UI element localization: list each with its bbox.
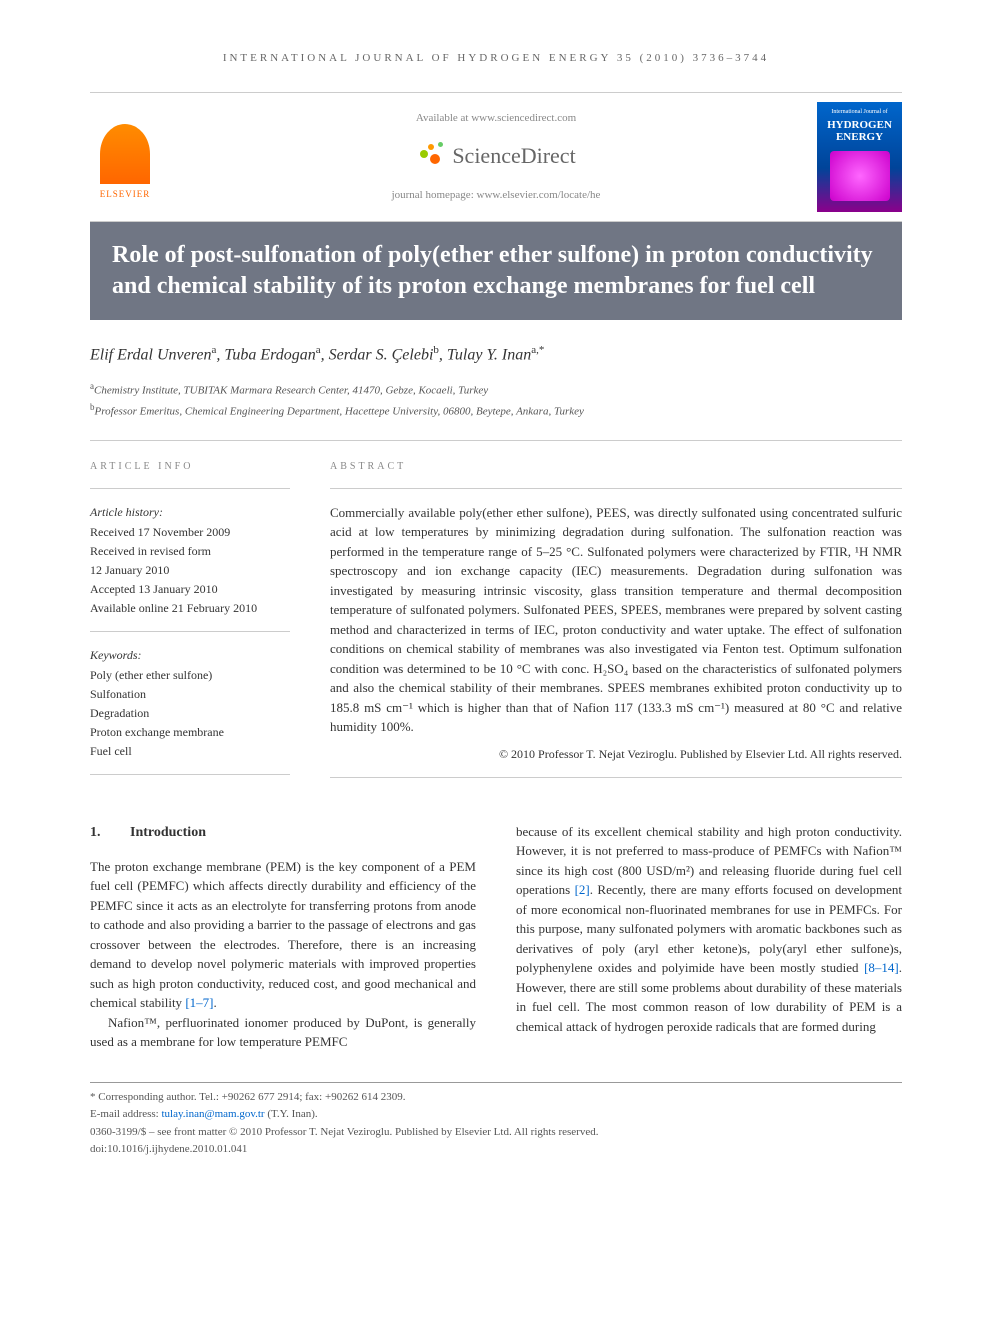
intro-para-3: because of its excellent chemical stabil… (516, 822, 902, 1037)
author-1-affil: a (211, 344, 216, 356)
abstract-divider (330, 488, 902, 489)
sciencedirect-text: ScienceDirect (452, 139, 575, 172)
sciencedirect-logo: ScienceDirect (90, 139, 902, 172)
info-divider-2 (90, 631, 290, 632)
cover-title-1: HYDROGEN (827, 119, 892, 131)
author-2: Tuba Erdogan (224, 346, 315, 363)
cover-label: International Journal of (831, 108, 887, 117)
author-4: Tulay Y. Inan (447, 346, 531, 363)
section-1-heading: 1.Introduction (90, 822, 476, 843)
journal-cover-thumbnail: International Journal of HYDROGEN ENERGY (817, 102, 902, 212)
affiliation-a: aChemistry Institute, TUBITAK Marmara Re… (90, 379, 902, 400)
info-divider-3 (90, 774, 290, 775)
body-column-right: because of its excellent chemical stabil… (516, 822, 902, 1052)
article-title-block: Role of post-sulfonation of poly(ether e… (90, 222, 902, 320)
history-label: Article history: (90, 503, 290, 521)
elsevier-label: ELSEVIER (100, 188, 151, 202)
section-1-title: Introduction (130, 825, 206, 840)
article-title: Role of post-sulfonation of poly(ether e… (112, 240, 880, 302)
abstract-text: Commercially available poly(ether ether … (330, 503, 902, 737)
ref-link-2[interactable]: [2] (575, 882, 590, 897)
section-1-num: 1. (90, 822, 130, 843)
body-columns: 1.Introduction The proton exchange membr… (90, 822, 902, 1052)
email-line: E-mail address: tulay.inan@mam.gov.tr (T… (90, 1106, 902, 1123)
ref-link-8-14[interactable]: [8–14] (864, 960, 899, 975)
cover-image (830, 151, 890, 201)
footnotes: * Corresponding author. Tel.: +90262 677… (90, 1089, 902, 1158)
abstract-column: ABSTRACT Commercially available poly(eth… (330, 459, 902, 792)
article-info-column: ARTICLE INFO Article history: Received 1… (90, 459, 290, 792)
revised-date: 12 January 2010 (90, 561, 290, 579)
intro-para-1: The proton exchange membrane (PEM) is th… (90, 857, 476, 1013)
keyword-5: Fuel cell (90, 742, 290, 760)
email-link[interactable]: tulay.inan@mam.gov.tr (161, 1108, 264, 1120)
abstract-copyright: © 2010 Professor T. Nejat Veziroglu. Pub… (330, 745, 902, 763)
keyword-4: Proton exchange membrane (90, 723, 290, 741)
corresponding-author: * Corresponding author. Tel.: +90262 677… (90, 1089, 902, 1106)
publisher-banner: ELSEVIER Available at www.sciencedirect.… (90, 92, 902, 222)
abstract-divider-2 (330, 777, 902, 778)
keyword-2: Sulfonation (90, 685, 290, 703)
cover-title-2: ENERGY (836, 131, 883, 143)
info-divider (90, 488, 290, 489)
journal-homepage-text: journal homepage: www.elsevier.com/locat… (90, 187, 902, 204)
author-3-affil: b (433, 344, 439, 356)
accepted-date: Accepted 13 January 2010 (90, 580, 290, 598)
footnote-divider (90, 1082, 902, 1083)
doi-line: doi:10.1016/j.ijhydene.2010.01.041 (90, 1141, 902, 1158)
author-2-affil: a (316, 344, 321, 356)
abstract-heading: ABSTRACT (330, 459, 902, 474)
issn-line: 0360-3199/$ – see front matter © 2010 Pr… (90, 1124, 902, 1141)
article-info-heading: ARTICLE INFO (90, 459, 290, 474)
keyword-1: Poly (ether ether sulfone) (90, 666, 290, 684)
running-head: INTERNATIONAL JOURNAL OF HYDROGEN ENERGY… (90, 50, 902, 67)
author-1: Elif Erdal Unveren (90, 346, 211, 363)
sciencedirect-icon (416, 140, 446, 170)
elsevier-logo: ELSEVIER (90, 112, 160, 202)
revised-label: Received in revised form (90, 542, 290, 560)
affiliation-b: bProfessor Emeritus, Chemical Engineerin… (90, 400, 902, 421)
available-at-text: Available at www.sciencedirect.com (90, 110, 902, 127)
author-3: Serdar S. Çelebi (329, 346, 434, 363)
authors-list: Elif Erdal Unverena, Tuba Erdogana, Serd… (90, 342, 902, 367)
online-date: Available online 21 February 2010 (90, 599, 290, 617)
intro-para-2: Nafion™, perfluorinated ionomer produced… (90, 1013, 476, 1052)
affiliations: aChemistry Institute, TUBITAK Marmara Re… (90, 379, 902, 422)
keyword-3: Degradation (90, 704, 290, 722)
divider (90, 440, 902, 441)
author-4-affil: a,* (531, 344, 544, 356)
received-date: Received 17 November 2009 (90, 523, 290, 541)
elsevier-tree-icon (100, 124, 150, 184)
keywords-label: Keywords: (90, 646, 290, 664)
body-column-left: 1.Introduction The proton exchange membr… (90, 822, 476, 1052)
ref-link-1-7[interactable]: [1–7] (185, 995, 213, 1010)
